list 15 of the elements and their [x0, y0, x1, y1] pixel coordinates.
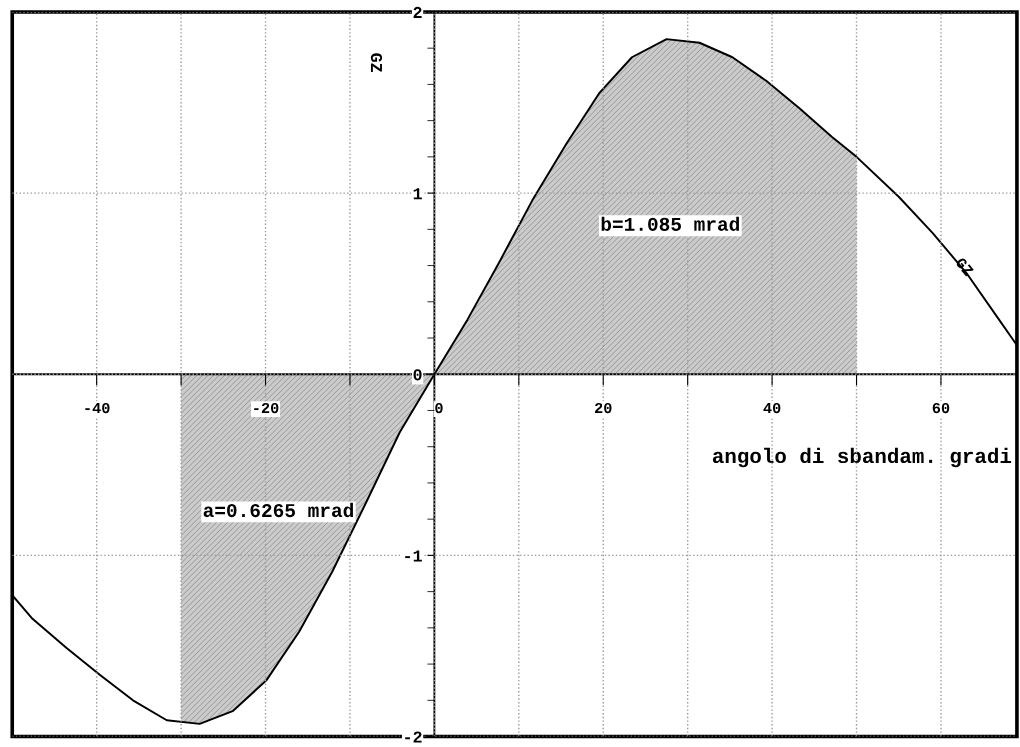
- x-tick-label: -20: [254, 402, 279, 414]
- y-tick-label: 2: [413, 6, 422, 18]
- annotation: b=1.085 mrad: [601, 216, 739, 231]
- x-axis-title: angolo di sbandam. gradi: [712, 447, 1012, 468]
- x-tick-label: 60: [932, 402, 950, 414]
- y-axis-title: GZ: [370, 53, 383, 72]
- y-tick-label: 1: [413, 188, 422, 200]
- annotation: a=0.6265 mrad: [203, 502, 353, 518]
- x-tick-label: -40: [85, 402, 110, 414]
- y-tick-label: -1: [405, 550, 422, 562]
- y-tick-label: -2: [405, 731, 422, 743]
- y-tick-label: 0: [413, 369, 422, 381]
- x-tick-label: 40: [763, 402, 781, 414]
- x-tick-label: 0: [435, 402, 443, 414]
- x-tick-label: 20: [594, 402, 612, 414]
